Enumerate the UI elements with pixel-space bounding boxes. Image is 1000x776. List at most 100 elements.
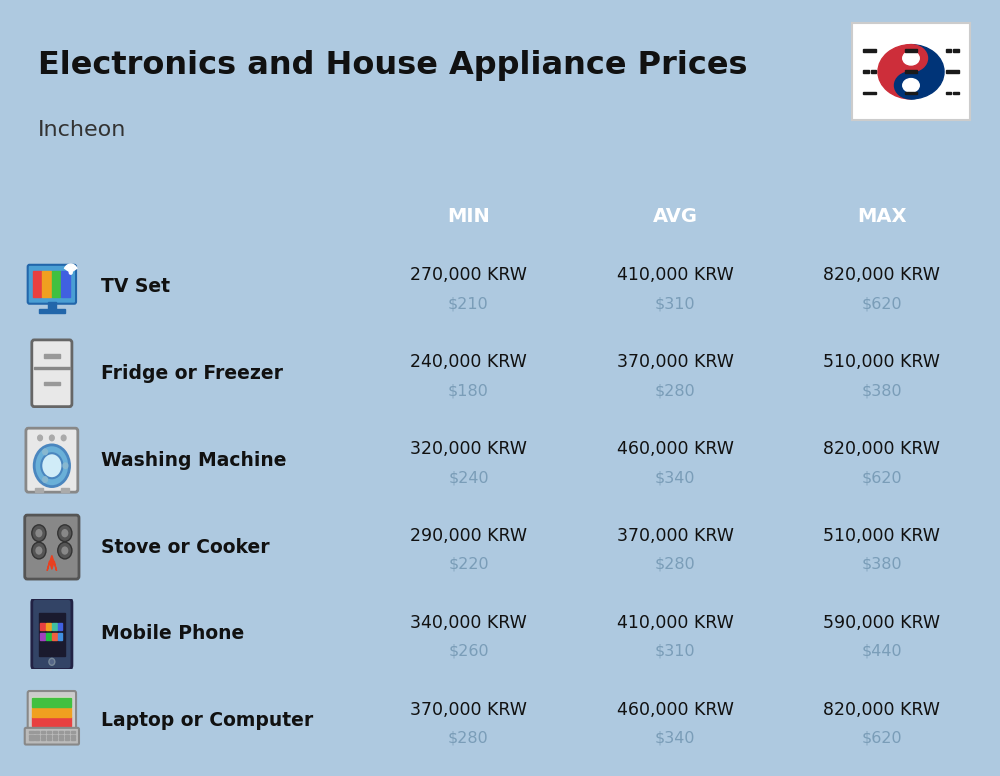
Text: 820,000 KRW: 820,000 KRW	[823, 701, 940, 719]
Text: 410,000 KRW: 410,000 KRW	[617, 266, 733, 284]
Circle shape	[63, 463, 68, 469]
Bar	[41, 738, 45, 740]
Bar	[52, 632, 57, 639]
Bar	[58, 632, 62, 639]
Text: Laptop or Computer: Laptop or Computer	[101, 712, 313, 730]
Text: 820,000 KRW: 820,000 KRW	[823, 440, 940, 458]
Text: Stove or Cooker: Stove or Cooker	[101, 538, 269, 556]
Bar	[946, 92, 951, 95]
Bar	[905, 49, 917, 52]
Text: $210: $210	[448, 296, 489, 311]
Circle shape	[32, 542, 46, 559]
Bar	[40, 632, 45, 639]
Text: $440: $440	[861, 644, 902, 659]
Wedge shape	[911, 44, 944, 99]
Text: 820,000 KRW: 820,000 KRW	[823, 266, 940, 284]
Bar	[34, 367, 70, 369]
Bar	[40, 623, 45, 630]
Bar	[863, 92, 876, 95]
Text: $620: $620	[861, 731, 902, 746]
Bar	[42, 271, 51, 297]
Bar	[48, 302, 56, 310]
Text: 410,000 KRW: 410,000 KRW	[617, 614, 733, 632]
Text: $280: $280	[448, 731, 489, 746]
Text: Mobile Phone: Mobile Phone	[101, 625, 244, 643]
Bar	[53, 738, 57, 740]
Text: $380: $380	[861, 383, 902, 398]
Text: 510,000 KRW: 510,000 KRW	[823, 527, 940, 545]
Text: 590,000 KRW: 590,000 KRW	[823, 614, 940, 632]
Bar	[29, 731, 34, 733]
Bar	[905, 71, 917, 73]
Circle shape	[894, 72, 928, 99]
FancyBboxPatch shape	[28, 691, 76, 731]
FancyBboxPatch shape	[28, 265, 76, 303]
Circle shape	[35, 546, 42, 555]
Bar	[44, 382, 60, 385]
Bar	[71, 731, 75, 733]
Bar	[39, 309, 65, 313]
Text: MIN: MIN	[447, 207, 490, 226]
Bar	[46, 632, 51, 639]
Bar	[946, 71, 959, 73]
Bar	[47, 738, 51, 740]
Text: $220: $220	[448, 557, 489, 572]
Circle shape	[43, 476, 47, 483]
Text: 270,000 KRW: 270,000 KRW	[410, 266, 527, 284]
Circle shape	[878, 44, 944, 99]
Bar	[32, 698, 71, 726]
Circle shape	[903, 51, 919, 65]
Bar	[29, 738, 34, 740]
Wedge shape	[67, 268, 74, 272]
Circle shape	[58, 525, 72, 542]
Circle shape	[69, 271, 72, 274]
Circle shape	[41, 453, 62, 478]
Text: 460,000 KRW: 460,000 KRW	[617, 440, 734, 458]
Bar	[946, 49, 951, 52]
Bar	[953, 49, 959, 52]
FancyBboxPatch shape	[26, 428, 78, 492]
Bar	[47, 731, 51, 733]
Text: MAX: MAX	[857, 207, 906, 226]
Text: $340: $340	[655, 470, 695, 485]
Bar	[35, 731, 39, 733]
Text: 510,000 KRW: 510,000 KRW	[823, 353, 940, 371]
Bar	[59, 738, 63, 740]
FancyBboxPatch shape	[25, 728, 79, 744]
Polygon shape	[47, 556, 57, 570]
Text: 340,000 KRW: 340,000 KRW	[410, 614, 527, 632]
Text: $620: $620	[861, 296, 902, 311]
Bar	[32, 698, 71, 707]
Bar	[41, 731, 45, 733]
Text: 460,000 KRW: 460,000 KRW	[617, 701, 734, 719]
Bar	[863, 71, 869, 73]
Bar	[53, 731, 57, 733]
Circle shape	[32, 525, 46, 542]
Text: 240,000 KRW: 240,000 KRW	[410, 353, 527, 371]
Text: 370,000 KRW: 370,000 KRW	[410, 701, 527, 719]
Bar	[59, 731, 63, 733]
Bar	[59, 735, 63, 737]
Text: $310: $310	[655, 644, 695, 659]
FancyBboxPatch shape	[32, 598, 72, 670]
Bar	[32, 718, 71, 726]
Text: $310: $310	[655, 296, 695, 311]
Text: $340: $340	[655, 731, 695, 746]
Bar	[65, 731, 69, 733]
Bar	[53, 735, 57, 737]
Bar	[61, 271, 70, 297]
Circle shape	[50, 435, 54, 441]
Bar	[61, 488, 69, 492]
Bar	[52, 623, 57, 630]
Bar	[953, 92, 959, 95]
Bar	[871, 71, 876, 73]
Wedge shape	[878, 44, 911, 99]
Text: 320,000 KRW: 320,000 KRW	[410, 440, 527, 458]
Circle shape	[38, 435, 42, 441]
FancyBboxPatch shape	[32, 340, 72, 407]
Text: $240: $240	[448, 470, 489, 485]
Bar	[58, 623, 62, 630]
Bar	[46, 623, 51, 630]
Text: $260: $260	[448, 644, 489, 659]
Bar	[71, 738, 75, 740]
